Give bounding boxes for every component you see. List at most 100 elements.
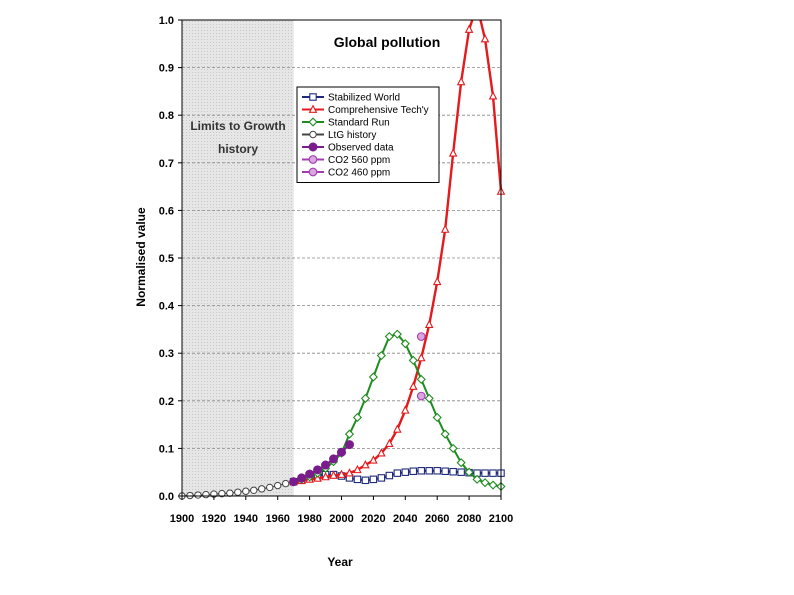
series-2-point-9 (360, 393, 371, 403)
legend-label-4: Observed data (328, 143, 394, 154)
x-tick-labels: 1900 1920 1940 1960 1980 2000 2020 2040 2060 2080… (170, 513, 513, 525)
series-3-point-7 (234, 488, 242, 496)
legend-marker-4 (308, 142, 318, 152)
series-1-point-7 (345, 468, 354, 477)
series-2-point-16 (416, 374, 426, 384)
series-0-point-20 (449, 467, 457, 476)
y-tick-label-2: 0.2 (159, 396, 174, 408)
series-2-point-12 (384, 331, 394, 342)
history-label-line2: history (218, 142, 258, 156)
series-2-point-19 (440, 429, 450, 439)
series-2-point-18 (432, 412, 442, 423)
series-0-point-14 (401, 468, 410, 476)
series-2-point-8 (352, 412, 363, 423)
series-1-point-19 (440, 224, 450, 233)
series-4 (289, 440, 354, 487)
series-2-point-21 (456, 458, 466, 468)
legend-label-0: Stabilized World (328, 93, 400, 104)
y-tick-label-0: 0.0 (159, 491, 174, 503)
series-0-point-18 (433, 467, 441, 475)
x-tick-label-0: 1900 (170, 513, 194, 525)
series-3-point-10 (258, 485, 266, 493)
series-2-point-13 (392, 329, 402, 339)
series-1-point-24 (480, 34, 490, 43)
series-3-point-13 (281, 479, 290, 488)
series-0-point-17 (425, 467, 433, 475)
series-1-point-20 (448, 148, 458, 157)
series-4-point-0 (289, 477, 299, 487)
legend-marker-3 (309, 130, 317, 139)
series-3-point-3 (202, 490, 210, 499)
series-0-point-9 (361, 476, 370, 485)
legend-marker-6 (308, 167, 318, 177)
x-tick-label-6: 2020 (361, 513, 385, 525)
series-3-point-6 (226, 489, 234, 497)
y-tick-label-3: 0.3 (159, 348, 174, 360)
series-2-point-7 (344, 429, 355, 439)
series-2-point-20 (448, 443, 458, 453)
series-4-point-5 (329, 454, 339, 464)
series-3-point-2 (194, 491, 202, 499)
series-0-point-8 (353, 475, 362, 484)
series-2-point-17 (424, 393, 434, 403)
legend-label-3: LtG history (328, 130, 376, 141)
legend-marker-5 (308, 155, 318, 164)
chart-title: Global pollution (334, 34, 441, 50)
series-1-point-11 (377, 448, 386, 457)
series-1-point-18 (432, 276, 442, 286)
x-tick-label-2: 1940 (234, 513, 258, 525)
y-tick-label-10: 1.0 (159, 15, 174, 27)
y-tick-labels: 0.0 0.1 0.2 0.3 0.4 0.5 0.6 0.7 0.8 0.9 1.0 (159, 15, 175, 503)
series-1-point-9 (361, 460, 370, 469)
series-1-point-14 (400, 405, 410, 414)
series-0-point-21 (457, 468, 465, 476)
series-1-point-12 (385, 438, 394, 447)
y-axis-title: Normalised value (134, 207, 148, 307)
series-2-point-24 (480, 478, 490, 488)
x-tick-label-3: 1960 (265, 513, 289, 525)
legend-marker-1 (308, 104, 318, 113)
series-2-point-15 (408, 355, 418, 365)
y-tick-label-4: 0.4 (159, 301, 175, 313)
y-tick-label-5: 0.5 (159, 253, 174, 265)
series-1-point-23 (474, 2, 481, 9)
series-6 (416, 391, 426, 401)
series-layer (178, 2, 506, 500)
series-1-point-3 (313, 473, 322, 482)
series-3-point-11 (266, 483, 274, 492)
series-2-point-14 (400, 339, 410, 349)
series-4-point-7 (344, 440, 354, 450)
series-0-point-10 (369, 475, 378, 484)
series-3-point-8 (242, 487, 250, 495)
series-3-point-12 (274, 481, 282, 490)
x-tick-label-5: 2000 (329, 513, 353, 525)
series-1-point-21 (456, 76, 466, 86)
y-tick-label-7: 0.7 (159, 158, 174, 170)
legend-marker-2 (308, 117, 318, 127)
legend-marker-0 (309, 93, 317, 101)
series-2-point-11 (376, 351, 386, 361)
series-0-point-19 (441, 467, 449, 475)
series-1-point-15 (408, 381, 418, 390)
series-2-point-25 (488, 480, 498, 490)
y-tick-label-1: 0.1 (159, 443, 174, 455)
legend-label-2: Standard Run (328, 118, 390, 129)
series-1-point-6 (337, 469, 346, 478)
series-1-point-8 (353, 464, 362, 474)
x-tick-label-9: 2080 (457, 513, 481, 525)
x-tick-label-8: 2060 (425, 513, 449, 525)
legend-label-6: CO2 460 ppm (328, 168, 390, 179)
series-2-point-10 (368, 372, 378, 382)
series-2-point-22 (464, 467, 474, 477)
series-4-point-6 (337, 447, 346, 457)
series-0-point-12 (385, 471, 394, 480)
axes (178, 19, 502, 500)
x-tick-label-7: 2040 (393, 513, 417, 525)
series-1-point-13 (393, 424, 402, 433)
legend-label-1: Comprehensive Tech'y (328, 105, 429, 116)
x-tick-label-4: 1980 (297, 513, 321, 525)
series-3-point-9 (250, 486, 258, 494)
x-tick-label-1: 1920 (202, 513, 226, 525)
